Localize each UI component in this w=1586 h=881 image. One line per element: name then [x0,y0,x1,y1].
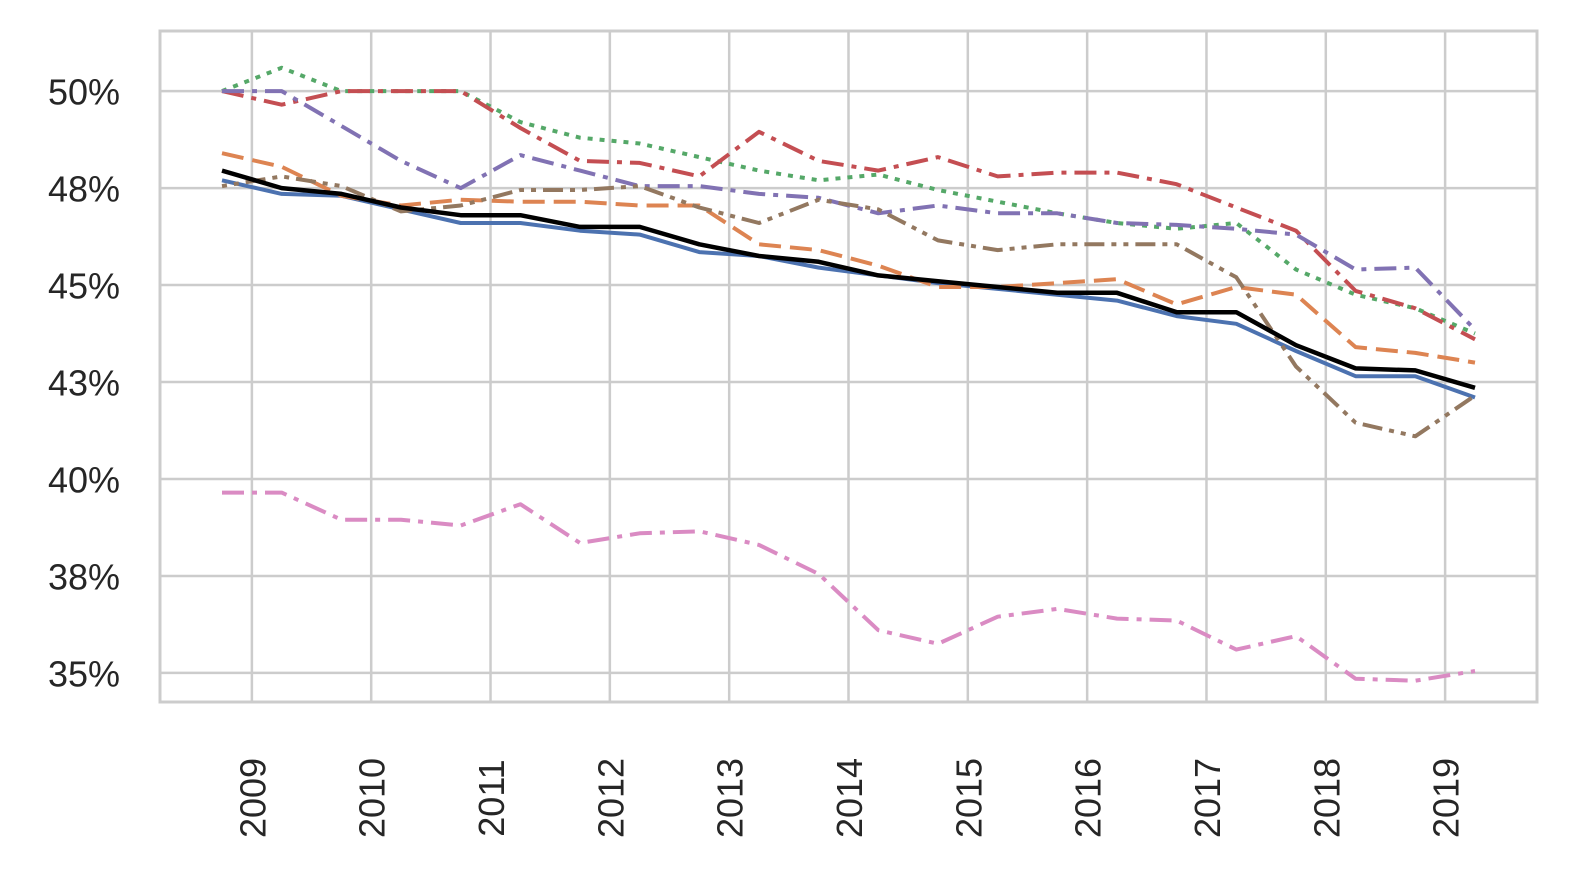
plot-frame [158,29,1539,704]
y-tick-label: 50% [48,72,120,113]
x-tick-label: 2010 [352,758,393,838]
y-tick-label: 40% [48,459,120,500]
x-tick-label: 2011 [471,759,512,836]
x-tick-label: 2012 [590,758,631,838]
y-tick-label: 48% [48,169,120,210]
x-tick-label: 2009 [232,758,273,838]
series-line-6 [221,174,1477,439]
y-tick-label: 35% [48,653,120,694]
x-axis-ticks: 2009 2010 2011 2012 2013 2014 2015 2016 2017 2018… [232,758,1466,838]
series-line-3 [221,65,1476,336]
x-tick-label: 2015 [948,758,989,838]
grid [160,31,1537,702]
y-tick-label: 38% [48,556,120,597]
x-tick-label: 2017 [1187,758,1228,838]
x-tick-label: 2018 [1306,758,1347,838]
x-tick-label: 2013 [710,758,751,838]
series-lines [221,65,1477,683]
y-axis-ticks: 35% 38% 40% 43% 45% 48% 50% [48,72,120,695]
y-tick-label: 43% [48,363,120,404]
x-tick-label: 2019 [1426,758,1467,838]
series-line-2 [221,151,1476,365]
y-tick-label: 45% [48,266,120,307]
x-tick-label: 2014 [829,758,870,838]
x-tick-label: 2016 [1068,758,1109,838]
series-line-8 [221,168,1476,390]
series-line-1 [221,178,1476,400]
